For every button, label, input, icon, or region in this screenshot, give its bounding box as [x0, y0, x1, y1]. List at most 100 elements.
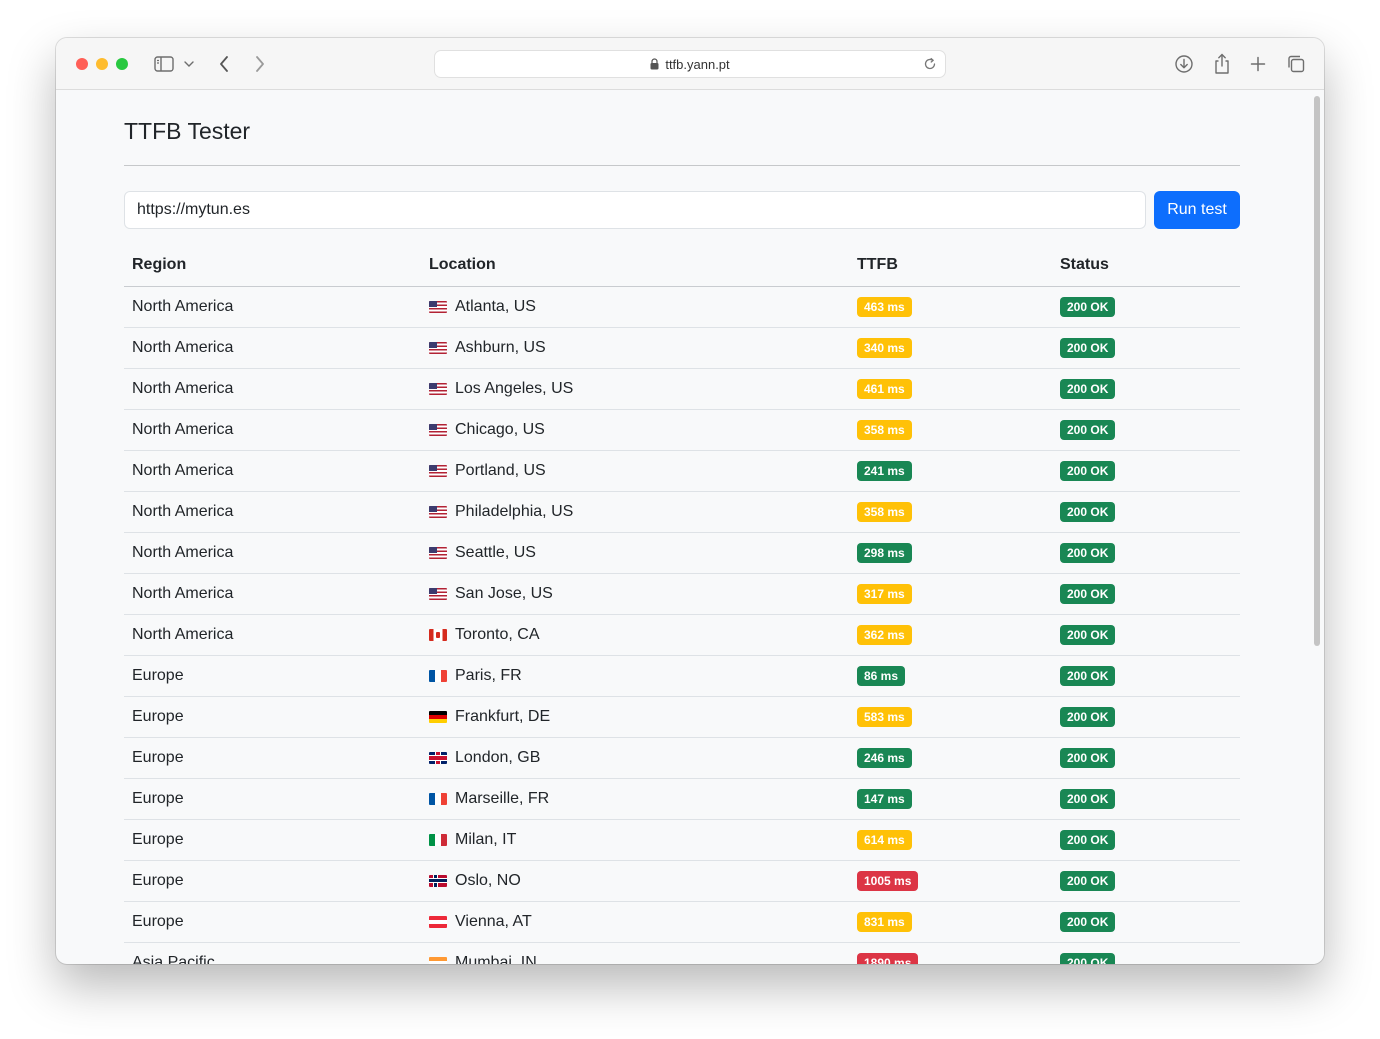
chevron-down-icon[interactable]: [182, 52, 196, 76]
flag-de-icon: [429, 710, 447, 723]
table-row: Europe Milan, IT 614 ms 200 OK: [124, 819, 1240, 861]
ttfb-cell: 241 ms: [849, 450, 1052, 492]
url-input[interactable]: [124, 191, 1146, 229]
region-cell: North America: [124, 409, 421, 451]
region-cell: North America: [124, 286, 421, 328]
table-row: Europe London, GB 246 ms 200 OK: [124, 737, 1240, 779]
region-cell: North America: [124, 614, 421, 656]
flag-us-icon: [429, 587, 447, 600]
ttfb-badge: 147 ms: [857, 788, 912, 809]
flag-us-icon: [429, 505, 447, 518]
column-header-ttfb: TTFB: [849, 244, 1052, 287]
address-bar-url: ttfb.yann.pt: [665, 56, 730, 72]
close-window-button[interactable]: [76, 58, 88, 70]
status-badge: 200 OK: [1060, 952, 1116, 964]
scrollbar-thumb[interactable]: [1314, 96, 1320, 646]
status-cell: 200 OK: [1052, 286, 1240, 328]
location-cell: Milan, IT: [421, 819, 849, 861]
status-badge: 200 OK: [1060, 419, 1116, 440]
ttfb-cell: 362 ms: [849, 614, 1052, 656]
location-label: Chicago, US: [455, 420, 545, 438]
status-cell: 200 OK: [1052, 491, 1240, 533]
plus-icon[interactable]: [1248, 52, 1268, 76]
flag-ca-icon: [429, 628, 447, 641]
ttfb-cell: 317 ms: [849, 573, 1052, 615]
ttfb-cell: 614 ms: [849, 819, 1052, 861]
tabs-icon[interactable]: [1285, 52, 1307, 76]
address-bar[interactable]: ttfb.yann.pt: [434, 50, 946, 78]
browser-toolbar: ttfb.yann.pt: [56, 38, 1324, 90]
ttfb-badge: 358 ms: [857, 501, 912, 522]
flag-us-icon: [429, 341, 447, 354]
run-test-button[interactable]: Run test: [1154, 191, 1240, 229]
table-row: North America Portland, US 241 ms 200 OK: [124, 450, 1240, 492]
region-cell: North America: [124, 532, 421, 574]
location-label: Vienna, AT: [455, 912, 532, 930]
region-cell: Europe: [124, 860, 421, 902]
location-cell: Marseille, FR: [421, 778, 849, 820]
lock-icon: [650, 58, 659, 70]
status-badge: 200 OK: [1060, 542, 1116, 563]
download-icon[interactable]: [1173, 52, 1195, 76]
status-cell: 200 OK: [1052, 942, 1240, 964]
status-cell: 200 OK: [1052, 573, 1240, 615]
location-cell: Frankfurt, DE: [421, 696, 849, 738]
reload-icon[interactable]: [923, 57, 937, 71]
location-cell: Chicago, US: [421, 409, 849, 451]
status-cell: 200 OK: [1052, 409, 1240, 451]
ttfb-cell: 246 ms: [849, 737, 1052, 779]
region-cell: Asia Pacific: [124, 942, 421, 964]
flag-us-icon: [429, 464, 447, 477]
location-label: Los Angeles, US: [455, 379, 574, 397]
location-cell: Atlanta, US: [421, 286, 849, 328]
location-label: Marseille, FR: [455, 789, 550, 807]
status-badge: 200 OK: [1060, 665, 1116, 686]
ttfb-badge: 463 ms: [857, 296, 912, 317]
ttfb-badge: 362 ms: [857, 624, 912, 645]
region-cell: North America: [124, 368, 421, 410]
location-cell: Ashburn, US: [421, 327, 849, 369]
sidebar-icon[interactable]: [152, 52, 176, 76]
results-table: Region Location TTFB Status North Americ…: [124, 244, 1240, 964]
region-cell: Europe: [124, 819, 421, 861]
table-row: Europe Oslo, NO 1005 ms 200 OK: [124, 860, 1240, 902]
ttfb-cell: 358 ms: [849, 409, 1052, 451]
location-label: Frankfurt, DE: [455, 707, 551, 725]
status-badge: 200 OK: [1060, 624, 1116, 645]
status-cell: 200 OK: [1052, 696, 1240, 738]
status-cell: 200 OK: [1052, 327, 1240, 369]
flag-in-icon: [429, 956, 447, 964]
chevron-right-icon[interactable]: [250, 52, 270, 76]
ttfb-cell: 831 ms: [849, 901, 1052, 943]
table-row: Asia Pacific Mumbai, IN 1890 ms 200 OK: [124, 942, 1240, 964]
share-icon[interactable]: [1211, 52, 1233, 76]
status-badge: 200 OK: [1060, 788, 1116, 809]
region-cell: North America: [124, 450, 421, 492]
table-row: North America Seattle, US 298 ms 200 OK: [124, 532, 1240, 574]
table-row: Europe Frankfurt, DE 583 ms 200 OK: [124, 696, 1240, 738]
title-divider: [124, 165, 1240, 166]
region-cell: Europe: [124, 778, 421, 820]
zoom-window-button[interactable]: [116, 58, 128, 70]
table-row: North America Philadelphia, US 358 ms 200 O…: [124, 491, 1240, 533]
ttfb-cell: 463 ms: [849, 286, 1052, 328]
status-cell: 200 OK: [1052, 901, 1240, 943]
location-cell: Seattle, US: [421, 532, 849, 574]
table-row: North America Chicago, US 358 ms 200 OK: [124, 409, 1240, 451]
status-badge: 200 OK: [1060, 829, 1116, 850]
location-label: Mumbai, IN: [455, 953, 537, 965]
location-label: London, GB: [455, 748, 541, 766]
chevron-left-icon[interactable]: [214, 52, 234, 76]
status-badge: 200 OK: [1060, 747, 1116, 768]
ttfb-badge: 358 ms: [857, 419, 912, 440]
location-cell: Mumbai, IN: [421, 942, 849, 964]
ttfb-cell: 340 ms: [849, 327, 1052, 369]
ttfb-cell: 461 ms: [849, 368, 1052, 410]
region-cell: Europe: [124, 737, 421, 779]
minimize-window-button[interactable]: [96, 58, 108, 70]
region-cell: Europe: [124, 655, 421, 697]
flag-fr-icon: [429, 792, 447, 805]
table-row: Europe Marseille, FR 147 ms 200 OK: [124, 778, 1240, 820]
table-row: Europe Vienna, AT 831 ms 200 OK: [124, 901, 1240, 943]
status-cell: 200 OK: [1052, 368, 1240, 410]
